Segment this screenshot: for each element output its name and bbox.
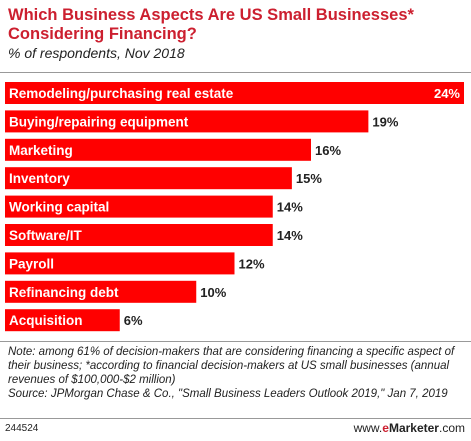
bar (5, 280, 197, 303)
bar (5, 195, 273, 218)
value-label: 14% (277, 228, 303, 243)
value-label: 15% (296, 171, 322, 186)
value-label: 6% (124, 313, 143, 328)
value-label: 24% (434, 86, 460, 101)
brand-prefix: www. (353, 421, 383, 435)
footer-divider (0, 418, 471, 419)
bar (5, 252, 235, 275)
value-label: 14% (277, 200, 303, 215)
category-label: Acquisition (9, 313, 83, 328)
chart-id: 244524 (5, 423, 39, 434)
note-text: Note: among 61% of decision-makers that … (8, 346, 455, 386)
category-label: Remodeling/purchasing real estate (9, 86, 234, 101)
value-label: 16% (315, 143, 341, 158)
category-label: Refinancing debt (9, 285, 119, 300)
bar (5, 224, 273, 246)
value-label: 19% (372, 114, 398, 129)
source-text: Source: JPMorgan Chase & Co., "Small Bus… (8, 388, 448, 400)
brand-e: e (382, 421, 389, 435)
emarketer-logo: www.eMarketer.com (354, 421, 465, 435)
bar (5, 167, 292, 190)
chart-subtitle: % of respondents, Nov 2018 (8, 45, 185, 61)
brand-suffix: .com (438, 421, 465, 435)
bar (5, 138, 311, 161)
bar (5, 82, 464, 104)
value-label: 10% (200, 285, 226, 300)
category-label: Working capital (9, 200, 109, 215)
category-label: Buying/repairing equipment (9, 114, 189, 129)
category-label: Payroll (9, 256, 54, 271)
category-label: Software/IT (9, 228, 83, 243)
top-divider (0, 72, 471, 73)
bar (5, 110, 369, 133)
brand-name: Marketer (388, 421, 439, 435)
category-label: Inventory (9, 171, 70, 186)
chart-notes: Note: among 61% of decision-makers that … (8, 345, 466, 401)
value-label: 12% (239, 256, 265, 271)
chart-title: Which Business Aspects Are US Small Busi… (8, 6, 414, 43)
bar (5, 309, 120, 332)
category-label: Marketing (9, 143, 73, 158)
notes-divider (0, 341, 471, 342)
